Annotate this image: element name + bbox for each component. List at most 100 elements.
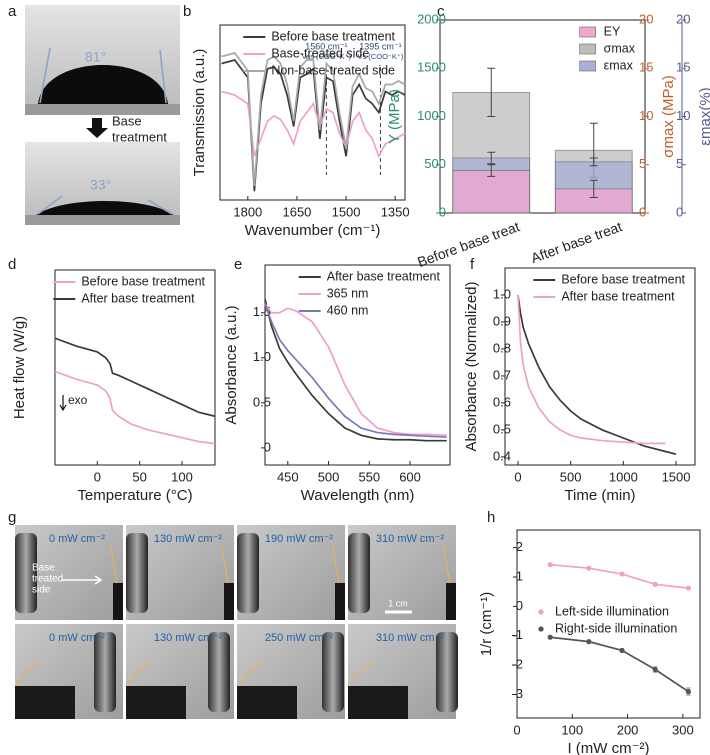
angle-label: 81° <box>85 49 106 65</box>
point <box>547 634 553 640</box>
x-tick-label: 1000 <box>609 469 638 484</box>
error-bar <box>589 179 598 199</box>
annotation: Vs (COO⁻K⁺) <box>358 52 404 61</box>
x-tick-label: After base treat <box>529 218 625 266</box>
y-tick-label: 500 <box>424 156 446 171</box>
x-tick-label: 600 <box>399 469 421 484</box>
point <box>652 666 658 673</box>
annotation: Vas (COO⁻K⁺) <box>302 52 352 61</box>
panel-label: b <box>183 3 191 20</box>
magnet-ring <box>126 533 148 613</box>
magnet-ring <box>94 632 116 712</box>
side-label: side <box>32 585 51 596</box>
x-tick-label: 1500 <box>332 204 361 219</box>
magnet-ring <box>237 533 259 613</box>
holder <box>335 583 345 620</box>
y-tick-label: 0.6 <box>493 394 511 409</box>
panel-label: e <box>234 256 242 273</box>
x-tick-label: 100 <box>171 469 193 484</box>
x-tick-label: 1350 <box>381 204 410 219</box>
droplet <box>38 65 168 104</box>
y-tick-label: 1500 <box>417 60 446 75</box>
legend-label: After base treatment <box>327 269 441 283</box>
y-tick-label: 0.9 <box>493 313 511 328</box>
x-tick-label: 0 <box>514 469 521 484</box>
x-axis-title: Wavenumber (cm⁻¹) <box>245 222 381 239</box>
series-line <box>517 294 677 456</box>
y-tick-label: 10 <box>639 108 653 123</box>
x-axis-title: I (mW cm⁻²) <box>567 740 649 755</box>
angle-label: 33° <box>90 177 111 193</box>
legend-label: Before base treatment <box>561 272 685 286</box>
film <box>110 544 118 584</box>
holder <box>446 583 456 620</box>
intensity-label: 250 mW cm⁻² <box>265 632 333 644</box>
y-tick-label: 10 <box>676 108 690 123</box>
arrow-label: Base <box>112 113 142 128</box>
x-axis-title: Time (min) <box>564 487 635 504</box>
y-tick-label: 0 <box>264 439 271 454</box>
error-bar <box>487 151 496 165</box>
film <box>349 663 375 687</box>
magnet-ring <box>322 632 344 712</box>
panel-a: a 81° Base treatment 33° <box>8 3 180 225</box>
plot-frame <box>54 269 216 466</box>
x-axis-title: Temperature (°C) <box>77 487 192 504</box>
y-axis-title: εmax(%) <box>697 87 710 145</box>
y-axis-title: Heat flow (W/g) <box>11 316 28 419</box>
substrate <box>25 215 180 225</box>
arrow-label: treatment <box>112 129 167 144</box>
annotation: 1560 cm⁻¹ <box>305 41 347 51</box>
legend-label: σmax <box>604 41 636 55</box>
bar <box>452 170 531 214</box>
y-tick-label: 0.7 <box>493 367 511 382</box>
error-bar <box>487 67 496 117</box>
legend-label: Left-side illumination <box>555 604 669 618</box>
y-axis-title: Y (MPa) <box>386 89 403 144</box>
intensity-label: 0 mW cm⁻² <box>49 632 105 644</box>
series-line <box>264 303 447 438</box>
point <box>685 585 691 591</box>
angle-arrow <box>39 47 167 104</box>
plot-frame <box>516 529 701 719</box>
y-axis-title: 1/r (cm⁻¹) <box>478 592 495 657</box>
point <box>619 647 625 654</box>
legend-swatch <box>538 609 544 615</box>
point <box>619 571 625 577</box>
legend-swatch <box>538 626 544 632</box>
y-axis-title: Transmission (a.u.) <box>191 49 208 177</box>
y-tick-label: 5 <box>676 156 683 171</box>
legend-label: 365 nm <box>327 286 369 300</box>
droplet <box>35 201 175 216</box>
panel-label: f <box>470 256 475 273</box>
holder <box>237 686 297 719</box>
legend-label: EY <box>604 24 621 38</box>
x-tick-label: 450 <box>277 469 299 484</box>
legend-label: Right-side illumination <box>555 621 677 635</box>
magnet-ring <box>208 632 230 712</box>
legend-label: After base treatment <box>81 291 195 305</box>
legend-swatch <box>579 43 596 55</box>
panel-label: h <box>487 509 495 526</box>
holder <box>126 686 186 719</box>
legend-label: εmax <box>604 58 634 72</box>
scale-label: 1 cm <box>388 598 408 608</box>
film <box>221 544 229 584</box>
x-tick-label: 100 <box>561 722 583 737</box>
y-tick-label: 5 <box>639 156 646 171</box>
y-axis-title: σmax (MPa) <box>660 75 677 158</box>
y-tick-label: -3 <box>511 686 523 701</box>
y-tick-label: 0.4 <box>493 448 511 463</box>
angle-arrow <box>37 195 173 215</box>
magnet-ring <box>348 533 370 613</box>
panel-g: g 0 mW cm⁻² 130 mW cm⁻² 190 mW cm⁻² 310 mW … <box>8 509 458 719</box>
series-line <box>264 299 447 442</box>
y-tick-label: 0 <box>676 204 683 219</box>
y-tick-label: 2000 <box>417 11 446 26</box>
point <box>685 688 691 695</box>
side-label: treated <box>32 574 63 585</box>
y-tick-label: -2 <box>511 657 523 672</box>
side-label: Base <box>32 563 55 574</box>
film <box>16 663 42 687</box>
